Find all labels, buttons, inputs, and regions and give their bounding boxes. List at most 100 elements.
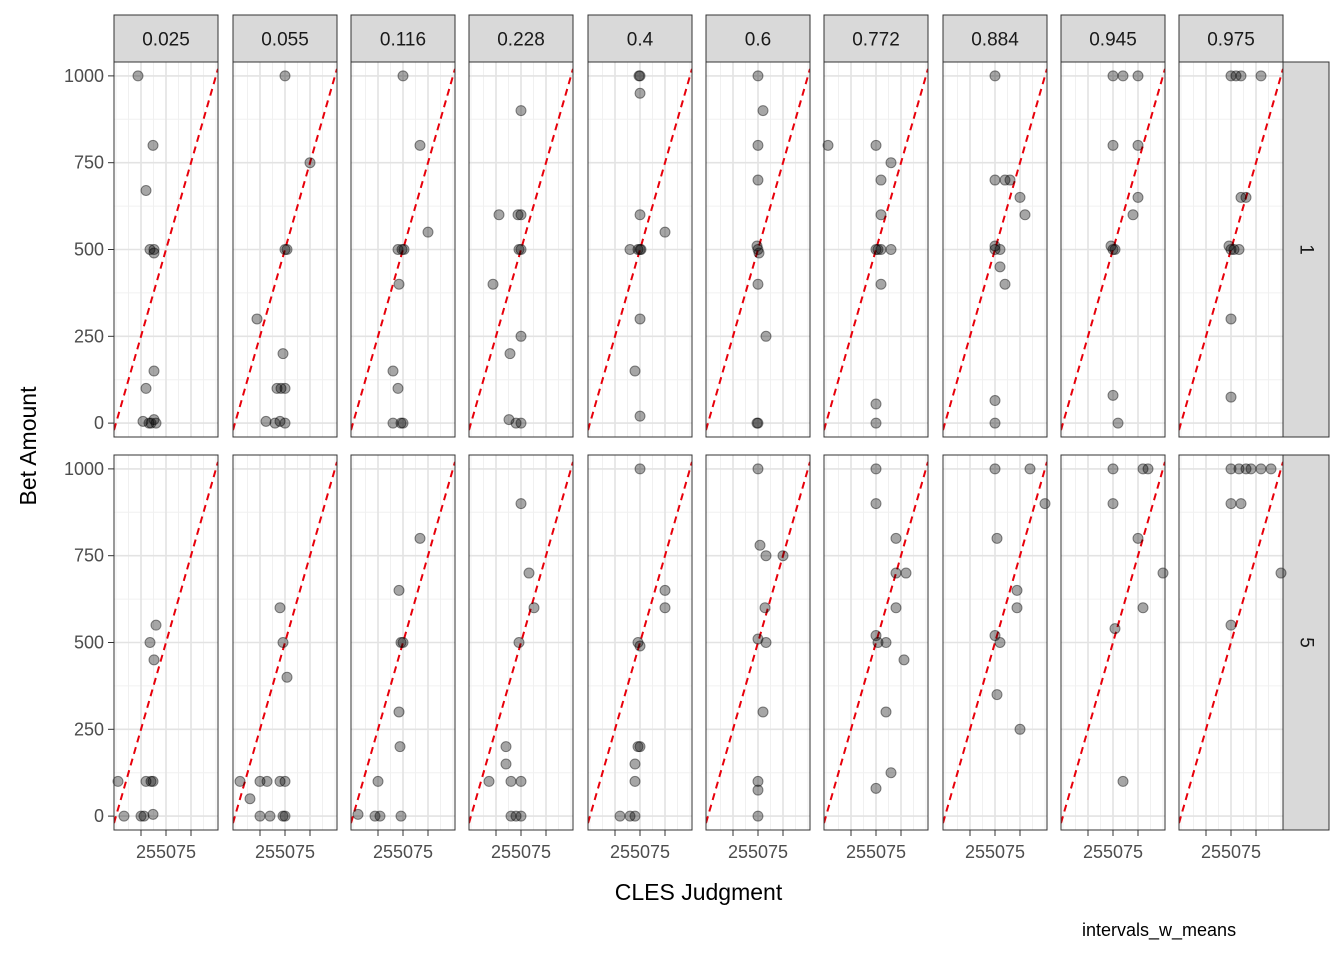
data-point <box>148 244 160 255</box>
data-point <box>394 741 406 753</box>
data-point <box>870 417 882 429</box>
reference-line <box>943 68 1047 431</box>
data-point <box>614 810 626 822</box>
data-point <box>752 810 764 822</box>
data-point <box>752 417 764 429</box>
data-point <box>632 741 644 753</box>
data-point <box>392 244 404 255</box>
data-point <box>414 139 426 151</box>
reference-line <box>588 68 692 431</box>
facet-strip-col <box>113 14 219 63</box>
data-point <box>1132 70 1144 82</box>
data-point <box>528 602 540 614</box>
data-point <box>398 244 410 255</box>
data-point <box>898 654 910 666</box>
data-point <box>144 637 156 648</box>
data-point <box>659 226 671 238</box>
data-point <box>994 261 1006 273</box>
data-point <box>277 348 289 360</box>
data-point <box>752 463 764 475</box>
panel-border <box>468 61 574 438</box>
data-point <box>754 539 766 551</box>
data-point <box>510 810 522 822</box>
facet-label-col: 0.116 <box>380 30 426 51</box>
data-point <box>753 247 765 259</box>
reference-line <box>233 68 337 431</box>
data-point <box>1117 70 1129 82</box>
data-point <box>1225 244 1237 255</box>
data-point <box>393 706 405 718</box>
data-point <box>751 417 763 429</box>
data-point <box>875 174 887 186</box>
x-tick-label: 255075 <box>1201 842 1261 862</box>
data-point <box>352 808 364 820</box>
facet-label-col: 0.055 <box>261 30 309 51</box>
reference-line <box>824 461 928 824</box>
data-point <box>395 417 407 429</box>
data-point <box>1265 463 1277 475</box>
data-point <box>890 567 902 579</box>
data-point <box>387 417 399 429</box>
panel-border <box>823 61 929 438</box>
data-point <box>269 417 281 429</box>
data-point <box>147 775 159 787</box>
data-point <box>148 247 160 259</box>
data-point <box>515 775 527 787</box>
x-tick-label: 255075 <box>255 842 315 862</box>
data-point <box>234 775 246 787</box>
data-point <box>271 382 283 394</box>
data-point <box>752 278 764 290</box>
data-point <box>624 810 636 822</box>
data-point <box>135 810 147 822</box>
data-point <box>752 70 764 82</box>
reference-line <box>351 461 455 824</box>
data-point <box>1117 775 1129 787</box>
data-point <box>751 240 763 252</box>
reference-line <box>1061 68 1165 431</box>
data-point <box>759 602 771 614</box>
data-point <box>515 330 527 342</box>
data-point <box>148 365 160 377</box>
data-point <box>395 637 407 648</box>
data-point <box>1109 244 1121 255</box>
data-point <box>875 209 887 221</box>
data-point <box>870 630 882 642</box>
data-point <box>150 417 162 429</box>
data-point <box>145 775 157 787</box>
y-tick-label: 0 <box>94 413 104 433</box>
panel-border <box>1060 61 1166 438</box>
data-point <box>1107 498 1119 510</box>
x-tick-label: 255075 <box>846 842 906 862</box>
data-point <box>260 415 272 427</box>
data-point <box>757 105 769 117</box>
data-point <box>505 775 517 787</box>
data-point <box>1105 240 1117 252</box>
facet-label-col: 0.945 <box>1089 30 1137 51</box>
reference-line <box>588 461 692 824</box>
facet-label-col: 0.884 <box>971 30 1019 51</box>
data-point <box>1107 389 1119 401</box>
panel-border <box>705 61 811 438</box>
caption-text: intervals_w_means <box>1082 920 1237 940</box>
data-point <box>872 244 884 255</box>
data-point <box>634 87 646 99</box>
y-tick-label: 500 <box>74 633 104 653</box>
data-point <box>277 637 289 648</box>
data-point <box>1255 463 1267 475</box>
data-point <box>261 775 273 787</box>
data-point <box>989 630 1001 642</box>
data-point <box>634 463 646 475</box>
data-point <box>777 550 789 562</box>
data-point <box>629 775 641 787</box>
facet-strip-col <box>942 14 1048 63</box>
data-point <box>989 70 1001 82</box>
data-point <box>1275 567 1287 579</box>
data-point <box>880 706 892 718</box>
x-tick-label: 255075 <box>728 842 788 862</box>
reference-line <box>824 68 928 431</box>
y-tick-label: 250 <box>74 326 104 346</box>
data-point <box>1230 70 1242 82</box>
data-point <box>1157 567 1169 579</box>
data-point <box>989 174 1001 186</box>
data-point <box>387 365 399 377</box>
